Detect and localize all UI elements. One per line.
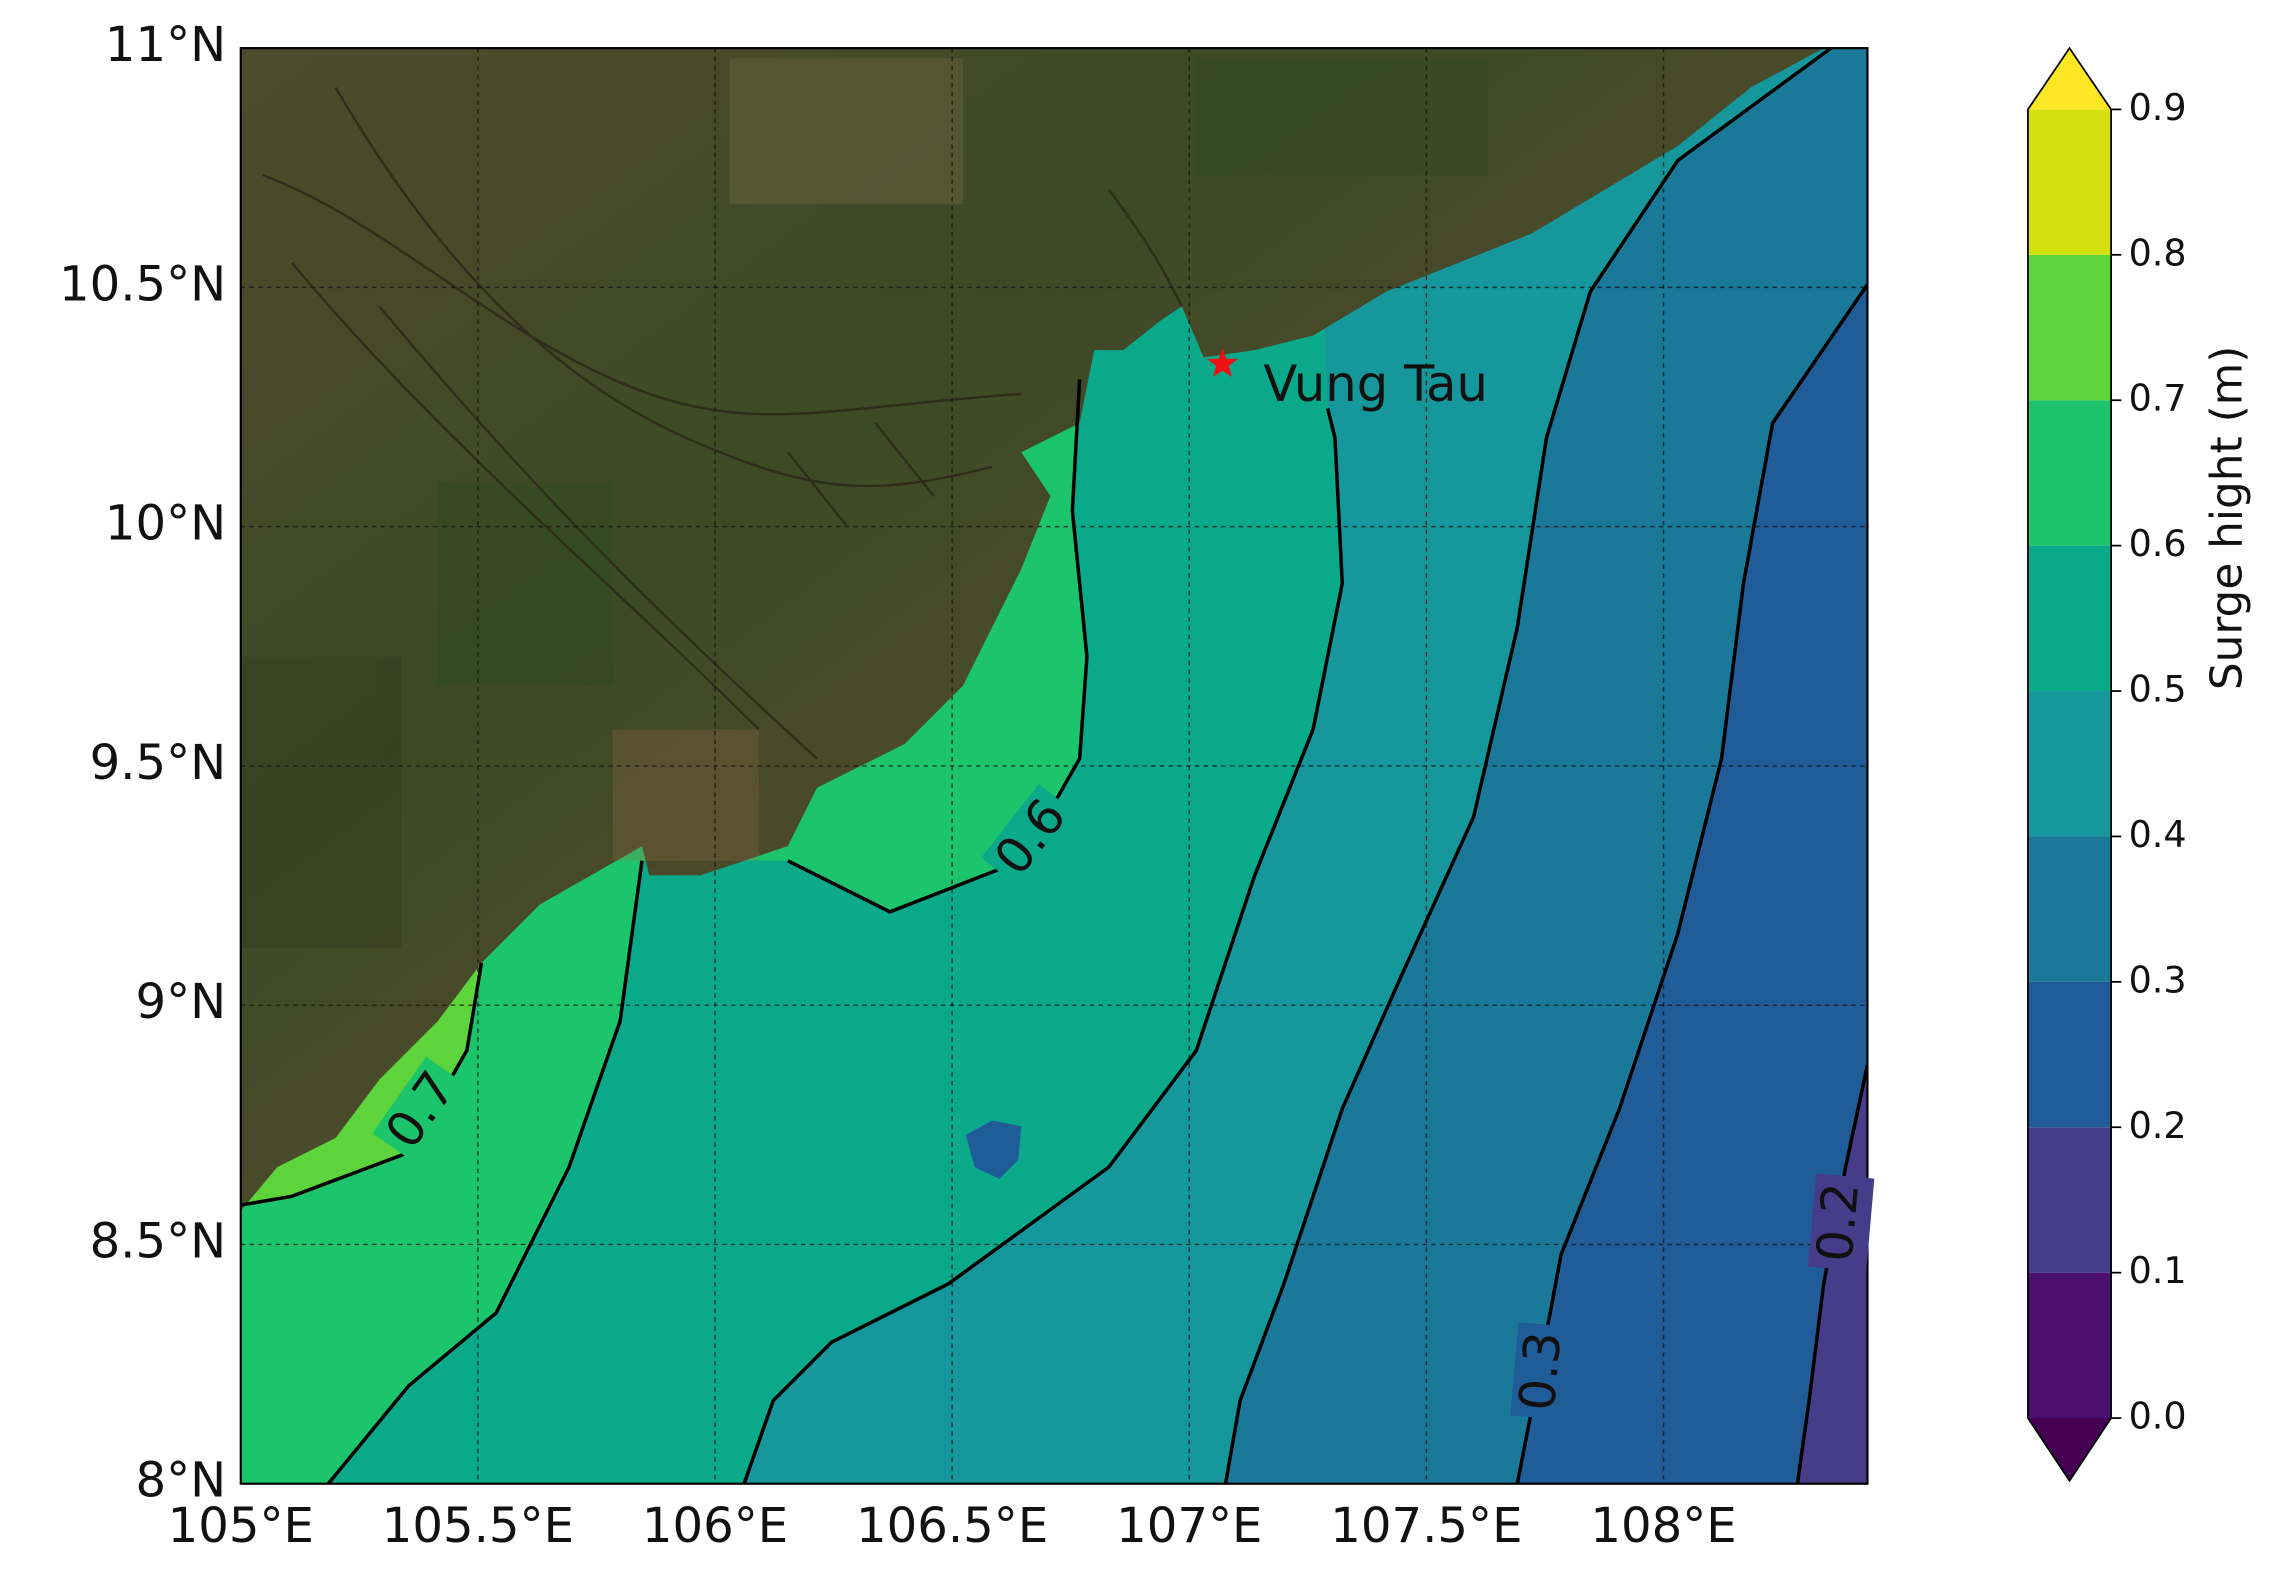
contour-label-bg bbox=[1808, 1173, 1875, 1272]
colorbar-band bbox=[2027, 981, 2112, 1128]
colorbar-tick-label: 0.0 bbox=[2129, 1395, 2187, 1438]
y-tick-label: 8°N bbox=[135, 1453, 226, 1509]
land bbox=[240, 48, 1824, 1211]
colorbar-tick-label: 0.9 bbox=[2129, 86, 2187, 129]
colorbar-band bbox=[2027, 836, 2112, 982]
map-frame bbox=[239, 47, 1869, 1485]
colorbar-tick-label: 0.3 bbox=[2129, 958, 2187, 1001]
map-area bbox=[240, 48, 1868, 1484]
colorbar-band bbox=[2027, 109, 2112, 255]
y-tick-label: 9°N bbox=[135, 974, 226, 1030]
location-marker bbox=[1207, 347, 1238, 377]
colorbar-tick-label: 0.2 bbox=[2129, 1104, 2187, 1147]
colorbar-band bbox=[2027, 691, 2112, 837]
contour-label: 0.2 bbox=[1805, 1180, 1870, 1264]
location-label: Vung Tau bbox=[1263, 355, 1488, 413]
x-tick-label: 106.5°E bbox=[856, 1498, 1048, 1554]
colorbar-label: Surge hight (m) bbox=[2201, 346, 2252, 691]
colorbar-tick-label: 0.1 bbox=[2129, 1249, 2187, 1292]
contour-label-bg bbox=[981, 784, 1085, 894]
y-tick-label: 10°N bbox=[105, 496, 226, 552]
x-tick-label: 106°E bbox=[642, 1498, 788, 1554]
terrain-shading bbox=[240, 58, 1489, 949]
colorbar-tick-label: 0.4 bbox=[2129, 813, 2187, 856]
x-tick-label: 107.5°E bbox=[1330, 1498, 1522, 1554]
contour-label-bg bbox=[372, 1056, 474, 1167]
contour-label: 0.3 bbox=[1508, 1329, 1573, 1413]
y-tick-label: 9.5°N bbox=[90, 735, 227, 791]
river bbox=[262, 86, 1183, 760]
x-tick-label: 108°E bbox=[1590, 1498, 1736, 1554]
colorbar-tick-label: 0.8 bbox=[2129, 231, 2187, 274]
colorbar-band bbox=[2027, 1272, 2112, 1419]
contour-label-bg bbox=[1510, 1322, 1577, 1421]
colorbar-tick-label: 0.6 bbox=[2129, 522, 2187, 565]
y-tick-label: 10.5°N bbox=[59, 256, 226, 312]
band bbox=[965, 1120, 1022, 1179]
colorbar-band bbox=[2027, 254, 2112, 401]
colorbar-tick-label: 0.5 bbox=[2129, 668, 2187, 711]
colorbar-band bbox=[2027, 1127, 2112, 1273]
x-tick-label: 107°E bbox=[1116, 1498, 1262, 1554]
colorbar-over bbox=[2027, 48, 2112, 110]
colorbar-band bbox=[2027, 545, 2112, 692]
colorbar-tick-label: 0.7 bbox=[2129, 377, 2187, 420]
colorbar-band bbox=[2027, 400, 2112, 546]
x-tick-label: 105.5°E bbox=[382, 1498, 574, 1554]
y-tick-label: 8.5°N bbox=[90, 1213, 227, 1269]
x-tick-label: 105°E bbox=[168, 1498, 314, 1554]
colorbar: 0.0 0.1 0.2 0.3 0.4 0.5 0.6 0.7 0.8 0.9 bbox=[2027, 46, 2187, 1483]
grid bbox=[240, 48, 1868, 1484]
y-tick-label: 11°N bbox=[105, 17, 226, 73]
colorbar-under bbox=[2027, 1418, 2112, 1481]
